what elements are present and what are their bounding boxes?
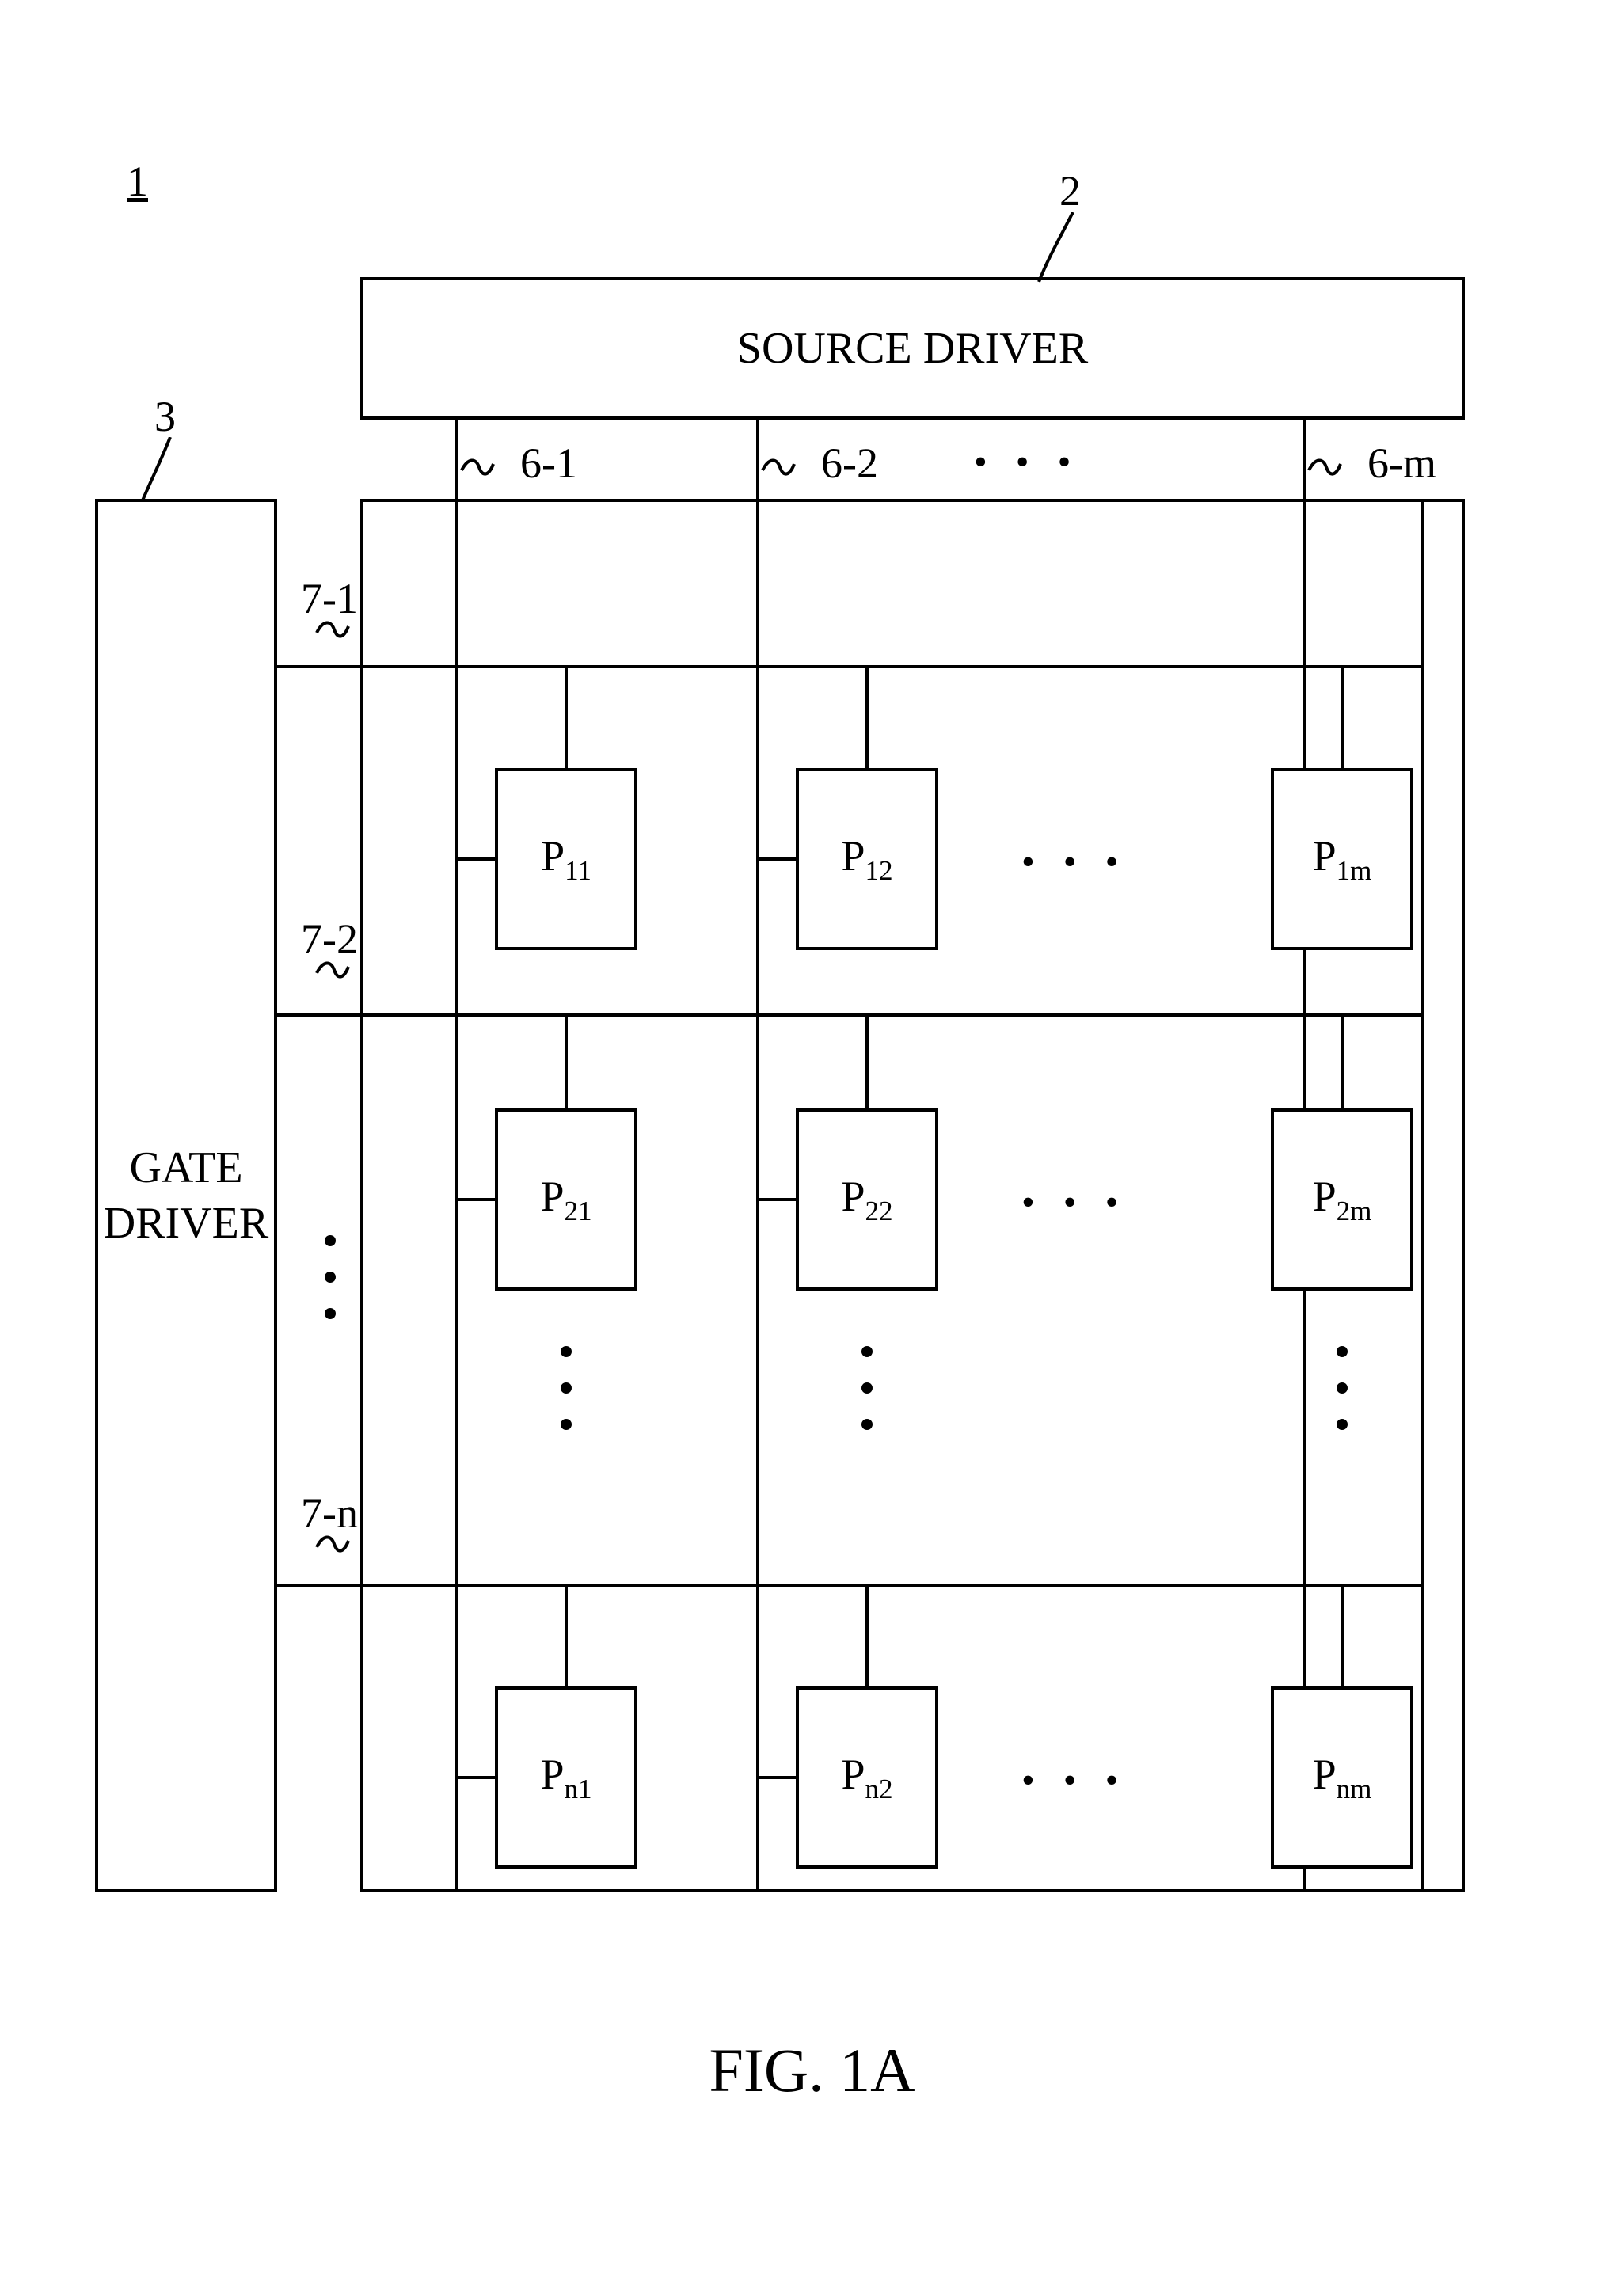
leader-tilde [1307, 454, 1342, 478]
panel-vdots [861, 1419, 873, 1430]
pixel-box: P21 [495, 1108, 637, 1291]
panel-vdots [1337, 1346, 1348, 1357]
gate-driver-ref: 3 [154, 392, 176, 441]
pixel-gate-stub [865, 665, 869, 768]
pixel-gate-stub [865, 1584, 869, 1686]
pixel-source-stub [756, 1776, 796, 1779]
pixel-gate-stub [1341, 665, 1344, 768]
source-driver-leader [1029, 212, 1093, 283]
source-driver-block: SOURCE DRIVER [360, 277, 1465, 420]
row-dots: • • • [1021, 1759, 1128, 1802]
row-dots: • • • [1021, 840, 1128, 884]
panel-vdots [1337, 1419, 1348, 1430]
pixel-label: Pn2 [841, 1750, 892, 1805]
gate-line-inside [360, 665, 1424, 668]
pixel-label: Pnm [1313, 1750, 1372, 1805]
gate-driver-label-1: GATE [129, 1143, 242, 1192]
gate-driver-ref-text: 3 [154, 393, 176, 440]
panel-vdots [561, 1419, 572, 1430]
figure-caption: FIG. 1A [0, 2035, 1624, 2106]
pixel-label: Pn1 [540, 1750, 591, 1805]
leader-tilde [315, 1531, 350, 1555]
gate-driver-label-2: DRIVER [104, 1199, 268, 1248]
pixel-gate-stub [565, 1584, 568, 1686]
source-line-ref: 6-2 [821, 439, 878, 488]
gate-line-stub [277, 1584, 360, 1587]
panel-vdots [861, 1346, 873, 1357]
gate-line-ref: 7-2 [301, 914, 358, 964]
pixel-box: P2m [1271, 1108, 1413, 1291]
gate-vdots [325, 1272, 336, 1283]
leader-tilde [460, 454, 495, 478]
gate-line-stub [277, 1013, 360, 1017]
leader-tilde [761, 454, 796, 478]
pixel-source-stub [455, 1198, 495, 1201]
pixel-box: Pnm [1271, 1686, 1413, 1869]
panel-vdots [1337, 1382, 1348, 1394]
pixel-label: P12 [841, 831, 892, 887]
pixel-source-stub [756, 1198, 796, 1201]
panel-vdots [561, 1346, 572, 1357]
gate-line-inside [360, 1013, 1424, 1017]
figure-caption-text: FIG. 1A [709, 2036, 915, 2105]
pixel-box: Pn2 [796, 1686, 938, 1869]
source-dots: • • • [974, 440, 1080, 484]
pixel-label: P22 [841, 1172, 892, 1227]
source-driver-ref: 2 [1059, 166, 1081, 215]
pixel-box: P11 [495, 768, 637, 950]
source-line-stub [455, 420, 458, 499]
pixel-gate-stub [865, 1013, 869, 1108]
pixel-label: P11 [541, 831, 591, 887]
gate-vdots [325, 1308, 336, 1319]
pixel-label: P2m [1313, 1172, 1372, 1227]
pixel-source-stub [756, 857, 796, 861]
source-line-ref: 6-1 [520, 439, 577, 488]
figure-ref-label: 1 [127, 157, 148, 206]
gate-line-inside [360, 1584, 1424, 1587]
gate-driver-block: GATE DRIVER [95, 499, 277, 1892]
pixel-box: P12 [796, 768, 938, 950]
pixel-box: P22 [796, 1108, 938, 1291]
figure-ref-text: 1 [127, 158, 148, 205]
gate-line-ref: 7-n [301, 1489, 358, 1538]
pixel-source-stub [455, 857, 495, 861]
gate-driver-leader [135, 437, 190, 502]
pixel-gate-stub [1341, 1013, 1344, 1108]
pixel-label: P21 [540, 1172, 591, 1227]
source-driver-label: SOURCE DRIVER [737, 323, 1088, 374]
gate-line-ref: 7-1 [301, 574, 358, 623]
gate-line-stub [277, 665, 360, 668]
source-line-ref: 6-m [1367, 439, 1436, 488]
source-line-inside [455, 499, 458, 1892]
pixel-box: Pn1 [495, 1686, 637, 1869]
pixel-gate-stub [565, 665, 568, 768]
row-dots: • • • [1021, 1181, 1128, 1224]
source-line-inside [756, 499, 759, 1892]
pixel-gate-stub [565, 1013, 568, 1108]
leader-tilde [315, 957, 350, 981]
pixel-box: P1m [1271, 768, 1413, 950]
panel-vdots [861, 1382, 873, 1394]
pixel-source-stub [455, 1776, 495, 1779]
source-line-stub [756, 420, 759, 499]
panel-right-rail [1421, 499, 1424, 1892]
source-line-stub [1303, 420, 1306, 499]
source-driver-ref-text: 2 [1059, 167, 1081, 215]
panel-vdots [561, 1382, 572, 1394]
pixel-label: P1m [1313, 831, 1372, 887]
pixel-gate-stub [1341, 1584, 1344, 1686]
leader-tilde [315, 617, 350, 641]
gate-vdots [325, 1235, 336, 1246]
